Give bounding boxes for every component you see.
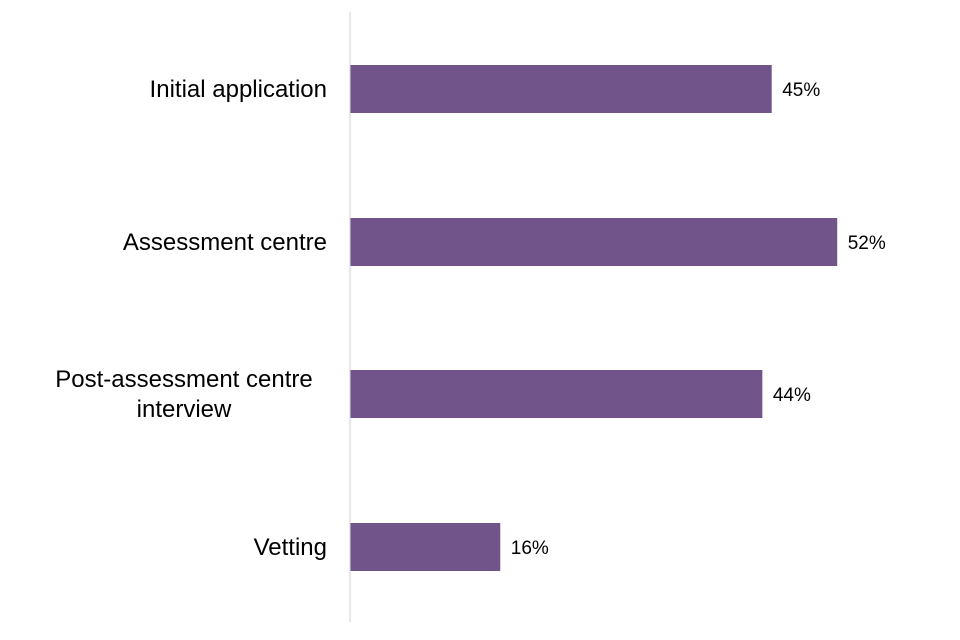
category-label-line: Post-assessment centre [55, 366, 312, 393]
bar [350, 523, 501, 571]
category-label-line: interview [137, 396, 232, 423]
category-label-line: Initial application [150, 76, 327, 103]
category-label: Assessment centre [123, 229, 327, 256]
value-label: 44% [773, 385, 811, 406]
bar [350, 218, 838, 266]
value-labels: 45% 52% 44% 16% [511, 80, 886, 559]
category-label: Post-assessment centre interview [55, 366, 312, 423]
category-labels: Initial application Assessment centre Post… [55, 76, 327, 561]
value-label: 16% [511, 538, 549, 559]
bar [350, 65, 772, 113]
value-label: 52% [848, 233, 886, 254]
category-label-line: Assessment centre [123, 229, 327, 256]
category-label-line: Vetting [254, 534, 327, 561]
value-label: 45% [782, 80, 820, 101]
category-label: Vetting [254, 534, 327, 561]
bar [350, 370, 763, 418]
bars [350, 65, 838, 571]
category-label: Initial application [150, 76, 327, 103]
